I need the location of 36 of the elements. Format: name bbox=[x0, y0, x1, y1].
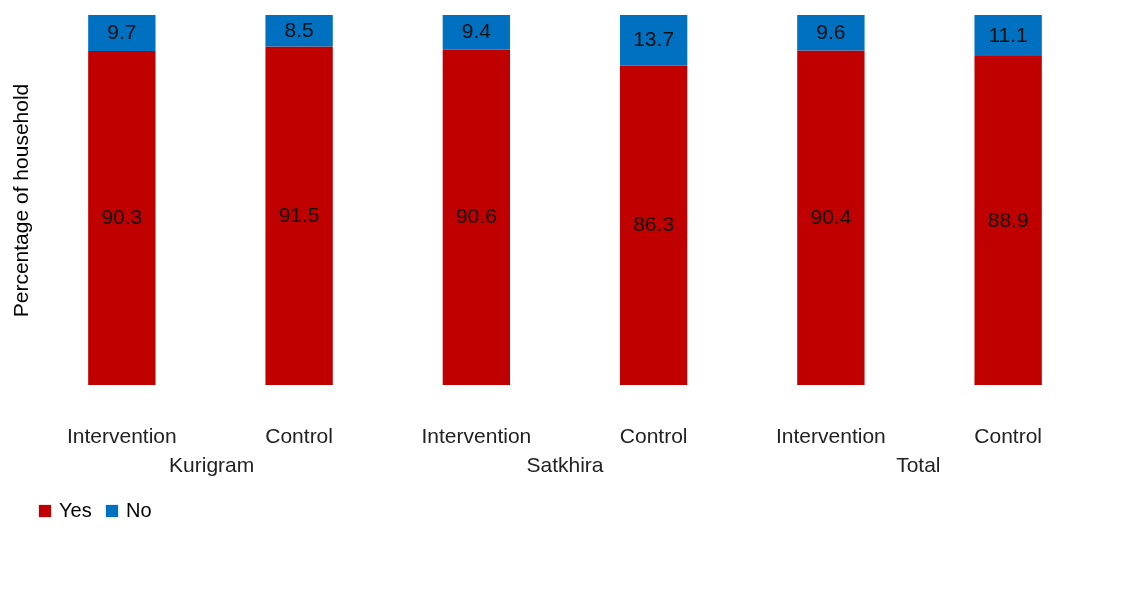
x-tick-label: Intervention bbox=[776, 423, 886, 447]
bar bbox=[442, 15, 511, 50]
bar bbox=[265, 15, 333, 47]
data-label: 9.4 bbox=[461, 19, 492, 43]
legend-label: Yes bbox=[59, 499, 92, 521]
text: Kurigram bbox=[169, 453, 255, 476]
y-axis-title: Percentage of household bbox=[8, 83, 32, 318]
data-label: 88.9 bbox=[987, 207, 1029, 231]
bar bbox=[619, 65, 688, 385]
x-tick-label: Control bbox=[619, 423, 688, 447]
data-label: 90.6 bbox=[455, 204, 497, 228]
data-label: 13.7 bbox=[633, 27, 675, 51]
bar bbox=[442, 49, 511, 385]
x-tick-label: Intervention bbox=[421, 423, 532, 447]
data-label: 91.5 bbox=[278, 202, 320, 226]
data-label: 90.4 bbox=[810, 204, 852, 228]
bar bbox=[974, 15, 1042, 57]
data-label: 90.3 bbox=[101, 204, 143, 228]
bar bbox=[797, 50, 865, 385]
legend-label: No bbox=[126, 499, 152, 521]
data-label: 9.7 bbox=[107, 19, 137, 43]
x-tick-label: Control bbox=[974, 423, 1042, 447]
data-label: 8.5 bbox=[284, 17, 314, 41]
bar bbox=[619, 15, 688, 66]
x-tick-label: Intervention bbox=[66, 423, 177, 447]
bar bbox=[265, 46, 333, 385]
data-label: 11.1 bbox=[988, 22, 1028, 46]
bar bbox=[88, 50, 156, 385]
bar bbox=[974, 56, 1042, 385]
bar bbox=[88, 15, 156, 51]
text: Total bbox=[896, 453, 941, 476]
data-label: 9.6 bbox=[816, 19, 846, 43]
x-tick-label: Control bbox=[265, 423, 333, 447]
text: Satkhira bbox=[526, 453, 604, 476]
data-label: 86.3 bbox=[633, 212, 675, 236]
bar bbox=[797, 15, 865, 51]
